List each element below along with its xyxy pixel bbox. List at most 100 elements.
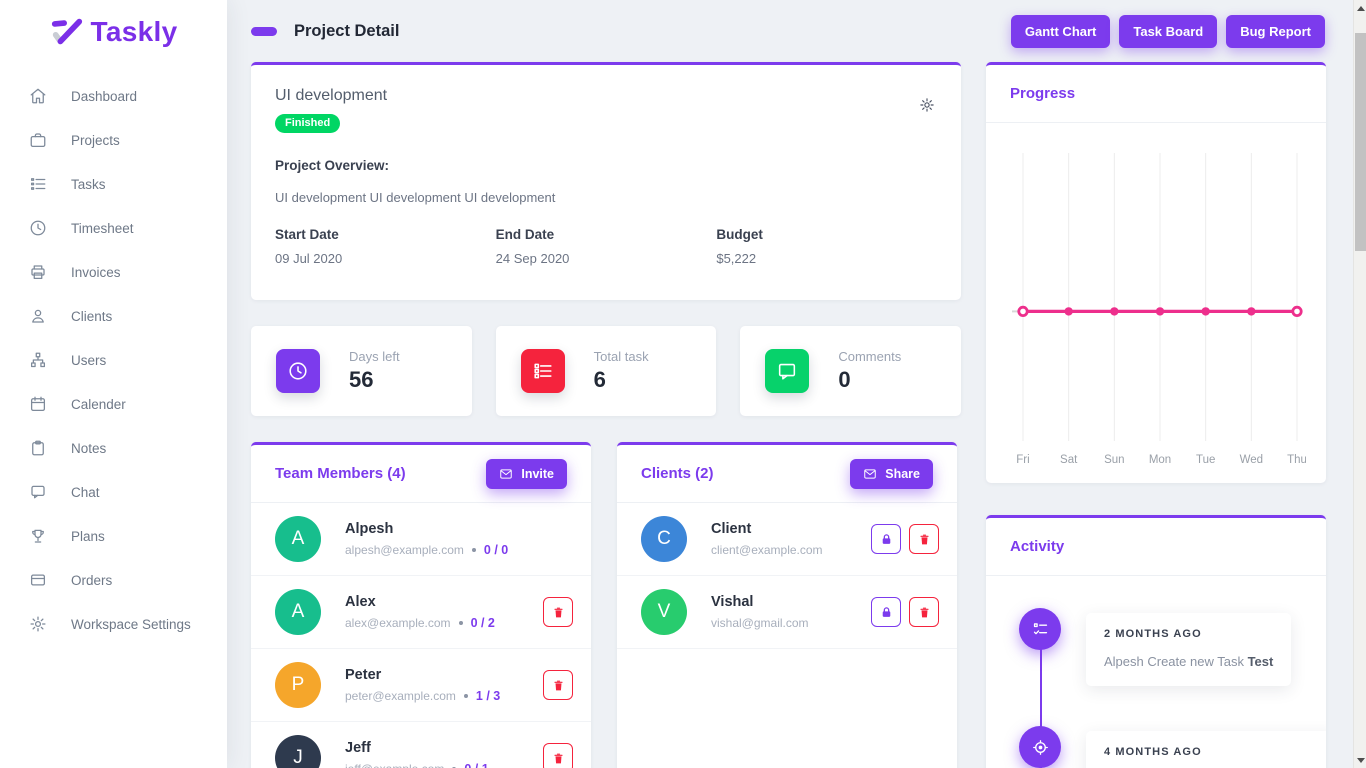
sidebar-item[interactable]: Tasks [0,162,227,206]
field-label: Start Date [275,227,339,242]
team-members-list: A Alpesh alpesh@example.com 0 / 0 [251,503,591,768]
stat-value: 6 [593,367,606,392]
timeline-connector [1040,631,1042,768]
sidebar-item[interactable]: Projects [0,118,227,162]
client-name: Client [711,521,752,537]
calendar-icon [29,395,47,413]
member-email: alpesh@example.com [345,543,464,557]
chat-icon [29,483,47,501]
activity-entry-card: 2 MONTHS AGO Alpesh Create new Task Test [1086,613,1292,686]
sidebar-item-label: Dashboard [71,88,138,104]
activity-text: Alpesh Create new Task Test [1104,654,1274,669]
project-settings-button[interactable] [919,97,935,113]
sidebar-item-label: Orders [71,572,113,588]
avatar: A [275,589,321,635]
team-member-row: P Peter peter@example.com 1 / 3 [251,649,591,722]
member-task-count[interactable]: 1 / 3 [475,689,501,703]
person-icon [29,307,47,325]
remove-member-button[interactable] [543,597,573,627]
briefcase-icon [29,131,47,149]
home-icon [29,87,47,105]
avatar: A [275,516,321,562]
sidebar-item-label: Invoices [71,264,121,280]
lock-client-button[interactable] [871,524,901,554]
task-list-icon [29,175,47,193]
lock-icon [880,533,893,546]
scrollbar-up-arrow-icon[interactable] [1354,1,1366,15]
sidebar-item-label: Notes [71,440,107,456]
member-task-count[interactable]: 0 / 1 [464,762,488,768]
sidebar-item-label: Plans [71,528,105,544]
activity-entry-card: 4 MONTHS AGO Alpesh Create new Milestone… [1086,731,1326,768]
svg-text:Wed: Wed [1240,454,1263,466]
remove-client-button[interactable] [909,524,939,554]
client-email: vishal@gmail.com [711,616,809,630]
sidebar-item[interactable]: Dashboard [0,74,227,118]
activity-item: 4 MONTHS AGO Alpesh Create new Milestone… [1006,726,1326,768]
member-name: Jeff [345,740,371,756]
header-dash-icon [251,26,277,36]
member-task-count[interactable]: 0 / 0 [483,543,509,557]
envelope-icon [499,467,513,481]
team-member-row: A Alex alex@example.com 0 / 2 [251,576,591,649]
sidebar: Taskly Dashboard Projects Tasks Timeshee… [0,0,227,768]
invite-button[interactable]: Invite [486,458,567,489]
end-date-field: End Date 24 Sep 2020 [496,227,717,266]
lock-client-button[interactable] [871,597,901,627]
remove-member-button[interactable] [543,670,573,700]
remove-client-button[interactable] [909,597,939,627]
svg-text:Fri: Fri [1016,454,1029,466]
remove-member-button[interactable] [543,743,573,768]
clipboard-icon [29,439,47,457]
sidebar-item[interactable]: Workspace Settings [0,602,227,646]
avatar: V [641,589,687,635]
activity-task-icon [1019,608,1061,650]
client-row: V Vishal vishal@gmail.com [617,576,957,649]
share-button[interactable]: Share [850,458,933,489]
gantt-chart-button[interactable]: Gantt Chart [1010,14,1111,48]
trash-icon [918,533,931,546]
status-badge: Finished [275,114,341,133]
project-fields: Start Date 09 Jul 2020 End Date 24 Sep 2… [275,227,937,266]
member-task-count[interactable]: 0 / 2 [470,616,495,630]
activity-item: 2 MONTHS AGO Alpesh Create new Task Test [1006,608,1306,686]
sidebar-item[interactable]: Users [0,338,227,382]
bug-report-button[interactable]: Bug Report [1226,14,1325,48]
main-content: Project Detail Gantt Chart Task Board Bu… [227,0,1366,768]
scrollbar[interactable] [1353,0,1366,768]
sidebar-item[interactable]: Plans [0,514,227,558]
field-value: $5,222 [716,251,757,266]
sidebar-item-label: Timesheet [71,220,134,236]
progress-title: Progress [1010,85,1076,102]
svg-text:Sun: Sun [1104,454,1124,466]
stats-row: Days left 56 Total task 6 [251,326,962,416]
sidebar-item[interactable]: Chat [0,470,227,514]
header-actions: Gantt Chart Task Board Bug Report [1010,14,1325,48]
scrollbar-down-arrow-icon[interactable] [1354,753,1366,767]
svg-text:Tue: Tue [1196,454,1215,466]
client-email: client@example.com [711,543,823,557]
task-board-button[interactable]: Task Board [1119,14,1218,48]
sidebar-item[interactable]: Invoices [0,250,227,294]
printer-icon [29,263,47,281]
field-value: 09 Jul 2020 [275,251,343,266]
field-label: Budget [716,227,763,242]
dot-separator [458,621,463,625]
stat-comment-icon [765,349,810,393]
sidebar-item-label: Chat [71,484,100,500]
member-name: Alex [345,594,376,610]
sidebar-item[interactable]: Notes [0,426,227,470]
app-logo[interactable]: Taskly [0,0,227,64]
clients-card: Clients (2) Share C Client [617,442,957,768]
svg-text:Sat: Sat [1060,454,1078,466]
scrollbar-thumb[interactable] [1355,33,1366,251]
stat-card: Comments 0 [740,326,962,416]
sidebar-nav: Dashboard Projects Tasks Timesheet Invoi… [0,64,227,646]
sidebar-item[interactable]: Clients [0,294,227,338]
dot-separator [463,694,468,698]
sidebar-item[interactable]: Calender [0,382,227,426]
sidebar-item[interactable]: Orders [0,558,227,602]
sidebar-item-label: Clients [71,308,113,324]
project-overview-label: Project Overview: [275,158,390,173]
sidebar-item[interactable]: Timesheet [0,206,227,250]
